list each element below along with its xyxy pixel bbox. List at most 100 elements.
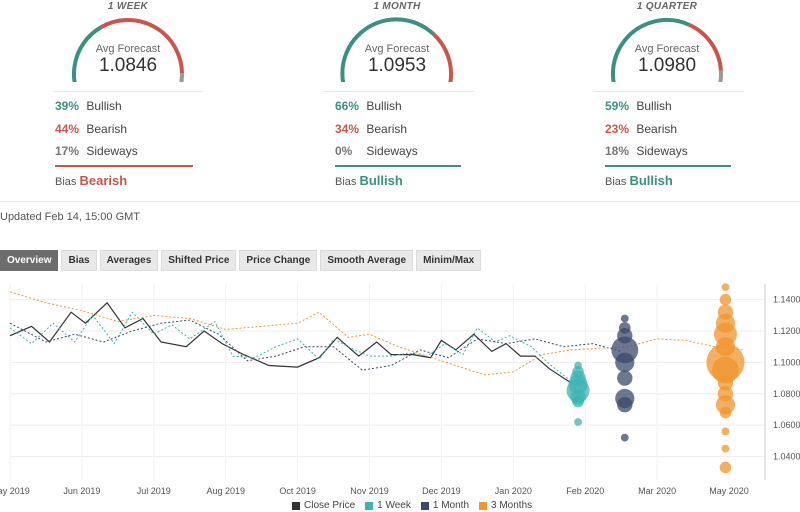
series-line-close-price <box>9 301 572 384</box>
y-tick-label: 1.1000 <box>773 357 800 367</box>
forecast-bubble <box>717 386 734 402</box>
bearish-pct: 23% <box>605 122 630 136</box>
gauge-arc-bullish <box>610 18 691 82</box>
bullish-pct: 39% <box>55 99 80 113</box>
sideways-label: Sideways <box>636 144 688 158</box>
avg-forecast-label: Avg Forecast <box>364 43 430 55</box>
y-tick-label: 1.0800 <box>773 389 800 399</box>
gauge-arc-bearish <box>432 33 454 82</box>
period-label: 1 QUARTER <box>636 1 698 12</box>
forecast-bubble <box>618 322 631 334</box>
legend-swatch <box>420 501 429 510</box>
tab-averages[interactable]: Averages <box>99 250 159 271</box>
avg-forecast-label: Avg Forecast <box>634 43 700 55</box>
gauge-arc-bullish <box>71 25 103 82</box>
bearish-label: Bearish <box>86 122 128 136</box>
bullish-label: Bullish <box>636 99 672 113</box>
bias-value: Bullish <box>629 173 673 188</box>
forecast-bubble <box>615 388 635 409</box>
bias: Bias Bullish <box>335 173 403 188</box>
legend-label: 1 Week <box>377 500 411 511</box>
bullish-label: Bullish <box>86 99 122 113</box>
forecast-bubble <box>617 370 633 386</box>
forecast-bubble <box>574 361 582 370</box>
bearish-label: Bearish <box>366 122 408 136</box>
x-tick-label: May 2020 <box>709 486 749 496</box>
y-tick-label: 1.1200 <box>773 326 800 336</box>
legend-item-3months[interactable]: 3 Months <box>479 500 532 511</box>
x-tick-label: Mar 2020 <box>638 486 676 496</box>
legend-item-close[interactable]: Close Price <box>292 500 355 511</box>
bearish-label: Bearish <box>636 122 678 136</box>
x-tick-label: Oct 2019 <box>279 486 316 496</box>
forecast-bubble <box>721 444 730 453</box>
x-tick-label: Feb 2020 <box>566 486 604 496</box>
forecast-chart: 1.1400 1.1200 1.1000 1.0800 1.0600 1.0400 May … <box>0 283 800 496</box>
gauge-arc-bearish <box>100 17 184 74</box>
bias-label: Bias <box>335 176 357 188</box>
sideways-pct: 17% <box>55 144 80 158</box>
forecast-bubble <box>719 293 732 306</box>
tab-smooth-average[interactable]: Smooth Average <box>320 250 414 271</box>
divider <box>324 91 474 92</box>
forecast-bubble <box>620 314 629 323</box>
bubble-group-3-months <box>706 283 745 474</box>
legend-item-1week[interactable]: 1 Week <box>365 500 411 511</box>
sideways-label: Sideways <box>86 144 138 158</box>
bearish-row: 34% Bearish <box>335 122 407 140</box>
avg-forecast-value: 1.0953 <box>367 55 427 76</box>
divider <box>53 91 203 92</box>
tab-minim-max[interactable]: Minim/Max <box>416 250 482 271</box>
forecast-bubble <box>717 304 734 320</box>
bullish-row: 39% Bullish <box>55 99 122 117</box>
y-tick-label: 1.0400 <box>773 451 800 461</box>
y-tick-label: 1.1400 <box>773 295 800 305</box>
sideways-row: 17% Sideways <box>55 144 138 162</box>
forecast-bubble <box>574 418 582 426</box>
bullish-row: 59% Bullish <box>605 99 672 117</box>
x-tick-label: May 2019 <box>0 486 30 496</box>
tab-price-change[interactable]: Price Change <box>239 250 318 271</box>
x-tick-label: Nov 2019 <box>350 486 389 496</box>
forecast-bubble <box>715 395 736 415</box>
forecast-bubble <box>721 427 730 436</box>
legend-swatch <box>292 501 300 510</box>
bubble-group-1-month <box>611 314 639 442</box>
gauge-arc-sideways <box>718 70 723 82</box>
legend-label: 3 Months <box>491 500 533 511</box>
bias: Bias Bullish <box>605 173 673 188</box>
legend-swatch <box>479 501 488 510</box>
forecast-bubble <box>721 283 730 292</box>
forecast-panel-1quarter: 1 QUARTER Avg Forecast 1.0980 59% Bullis… <box>542 0 792 200</box>
tab-overview[interactable]: Overview <box>0 250 59 271</box>
bias-value: Bullish <box>359 173 403 188</box>
sideways-label: Sideways <box>366 144 418 158</box>
forecast-bubble <box>719 461 732 474</box>
divider <box>594 91 744 92</box>
tab-shifted-price[interactable]: Shifted Price <box>161 250 237 271</box>
legend-item-1month[interactable]: 1 Month <box>420 500 469 511</box>
x-tick-label: Jan 2020 <box>495 486 532 496</box>
sideways-pct: 18% <box>605 144 630 158</box>
chart-legend: Close Price 1 Week 1 Month 3 Months <box>292 500 542 511</box>
legend-label: Close Price <box>304 500 356 511</box>
period-label: 1 WEEK <box>107 1 149 12</box>
bearish-row: 23% Bearish <box>605 122 677 140</box>
bias-label: Bias <box>55 176 77 188</box>
avg-forecast-label: Avg Forecast <box>95 43 161 55</box>
forecast-bubble <box>706 343 745 382</box>
bias: Bias Bearish <box>55 173 127 188</box>
grid <box>9 284 765 480</box>
forecast-panel-1week: 1 WEEK Avg Forecast 1.0846 39% Bullish 4… <box>3 0 253 200</box>
gauge-arc-bullish <box>340 17 436 82</box>
tab-bias[interactable]: Bias <box>61 250 97 271</box>
gauge-arc-bearish <box>688 22 723 71</box>
avg-forecast-value: 1.0846 <box>98 55 158 76</box>
sideways-pct: 0% <box>335 144 353 158</box>
forecast-bubble <box>611 336 639 364</box>
updated-timestamp: Updated Feb 14, 15:00 GMT <box>0 211 141 223</box>
y-tick-label: 1.0600 <box>773 420 800 430</box>
legend-swatch <box>365 501 374 510</box>
bullish-pct: 59% <box>605 99 630 113</box>
series-line-1-week <box>9 311 579 395</box>
